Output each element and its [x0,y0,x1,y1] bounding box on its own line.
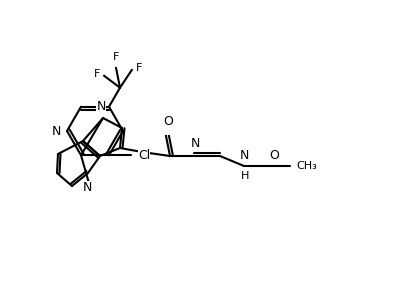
Text: N: N [82,181,91,194]
Text: N: N [239,149,248,162]
Text: H: H [240,171,249,181]
Text: F: F [93,69,100,79]
Text: F: F [136,63,142,73]
Text: N: N [51,125,61,137]
Text: O: O [268,149,278,162]
Text: CH₃: CH₃ [295,161,316,171]
Text: O: O [163,115,172,128]
Text: F: F [113,52,119,62]
Text: N: N [190,137,199,150]
Text: N: N [96,100,105,113]
Text: Cl: Cl [138,149,150,162]
